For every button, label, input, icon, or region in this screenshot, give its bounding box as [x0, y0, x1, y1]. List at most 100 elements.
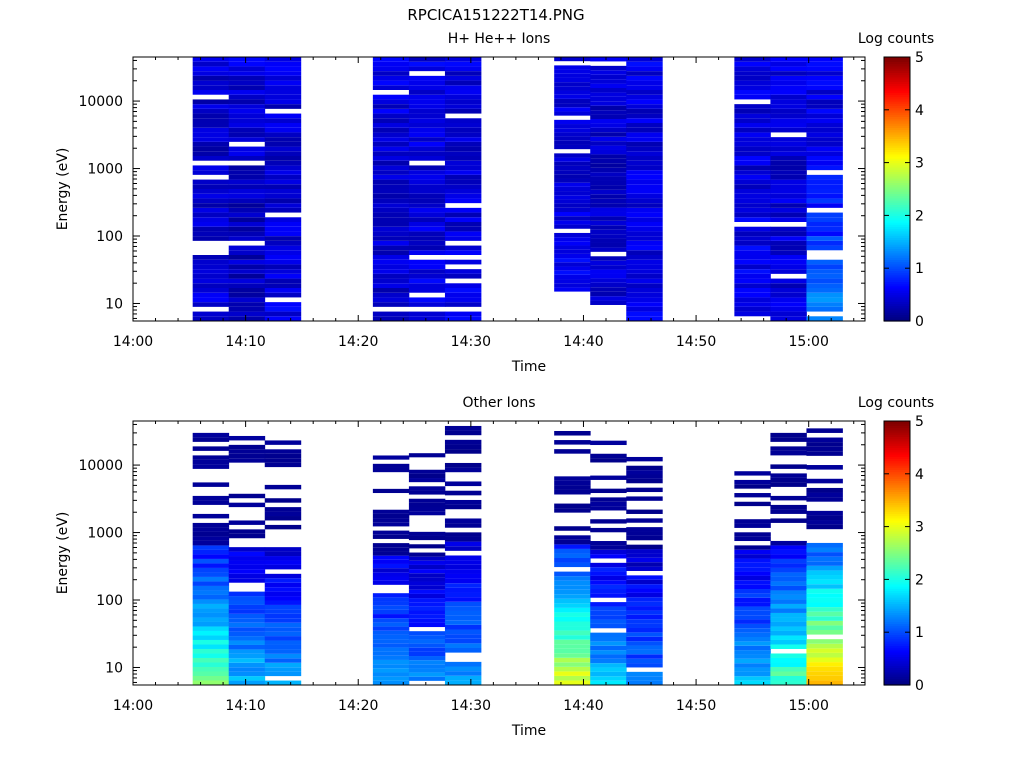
energy-bin — [590, 114, 627, 119]
colorbar-step — [884, 592, 910, 596]
energy-bin — [444, 573, 482, 579]
energy-bin — [408, 473, 446, 479]
energy-bin — [770, 599, 807, 604]
energy-bin — [806, 630, 843, 635]
energy-bin — [192, 581, 230, 586]
colorbar-step — [884, 440, 910, 444]
energy-bin — [408, 469, 446, 474]
energy-bin — [264, 449, 302, 454]
energy-bin — [228, 502, 266, 508]
energy-bin — [734, 137, 771, 142]
energy-bin — [590, 172, 627, 177]
energy-bin — [626, 245, 663, 251]
energy-bin — [590, 567, 627, 572]
energy-bin — [590, 265, 627, 270]
energy-bin — [806, 547, 843, 553]
energy-bin — [590, 101, 627, 106]
energy-bin — [228, 198, 266, 204]
energy-bin — [770, 608, 807, 613]
energy-bin — [408, 507, 446, 512]
energy-bin — [408, 104, 446, 109]
energy-bin — [626, 184, 663, 189]
energy-bin — [590, 278, 627, 283]
energy-bin — [408, 151, 446, 156]
energy-bin — [408, 278, 446, 284]
energy-bin — [626, 606, 663, 611]
energy-bin — [372, 311, 410, 317]
colorbar-step — [884, 568, 910, 572]
energy-bin — [408, 585, 446, 590]
energy-bin — [770, 572, 807, 577]
energy-bin — [590, 571, 627, 576]
energy-bin — [264, 179, 302, 185]
energy-bin — [590, 291, 627, 297]
energy-bin — [590, 198, 627, 204]
energy-bin — [408, 676, 446, 681]
colorbar-step — [884, 153, 910, 157]
energy-bin — [264, 573, 302, 579]
energy-bin — [192, 608, 230, 613]
energy-bin — [264, 484, 302, 490]
energy-bin — [444, 583, 482, 588]
colorbar-step — [884, 434, 910, 437]
energy-bin — [372, 113, 410, 119]
energy-bin — [228, 631, 266, 637]
energy-bin — [264, 90, 302, 95]
energy-bin — [408, 57, 446, 62]
energy-bin — [806, 579, 843, 585]
energy-bin — [264, 316, 302, 321]
energy-bin — [734, 160, 771, 166]
energy-bin — [372, 655, 410, 660]
energy-bin — [734, 610, 771, 616]
energy-bin — [228, 671, 266, 677]
energy-bin — [626, 544, 663, 550]
energy-bin — [806, 141, 843, 147]
energy-bin — [806, 552, 843, 557]
energy-bin — [590, 645, 627, 651]
energy-bin — [770, 231, 807, 237]
energy-bin — [192, 549, 230, 555]
colorbar-step — [884, 123, 910, 126]
panel-1: 14:00 14:10 14:20 14:30 14:40 14:50 15:0010100… — [55, 31, 934, 375]
energy-bin — [554, 503, 591, 509]
x-axis-label: Time — [511, 723, 546, 739]
colorbar-step — [884, 610, 910, 613]
energy-bin — [408, 316, 446, 321]
colorbar-step — [884, 255, 910, 258]
energy-bin — [554, 274, 591, 280]
energy-bin — [372, 668, 410, 673]
energy-bin — [192, 657, 230, 663]
energy-bin — [444, 250, 482, 255]
energy-bin — [626, 676, 663, 681]
energy-bin — [264, 283, 302, 288]
energy-bin — [372, 534, 410, 539]
energy-bin — [770, 207, 807, 213]
energy-bin — [734, 203, 771, 208]
energy-bin — [192, 99, 230, 105]
energy-bin — [590, 145, 627, 150]
energy-bin — [590, 158, 627, 164]
energy-bin — [806, 85, 843, 90]
energy-bin — [228, 591, 266, 597]
energy-bin — [626, 85, 663, 90]
energy-bin — [264, 288, 302, 293]
colorbar-step — [884, 81, 910, 84]
energy-bin — [626, 549, 663, 554]
energy-bin — [734, 151, 771, 156]
spectrogram-column — [372, 57, 410, 321]
colorbar-step — [884, 579, 910, 583]
energy-bin — [590, 287, 627, 292]
colorbar-step — [884, 493, 910, 497]
energy-bin — [590, 216, 627, 221]
energy-bin — [734, 278, 771, 284]
energy-bin — [264, 146, 302, 152]
energy-bin — [408, 198, 446, 204]
energy-bin — [734, 259, 771, 265]
energy-bin — [626, 311, 663, 317]
spectrogram-column — [554, 57, 591, 292]
energy-bin — [806, 675, 843, 681]
energy-bin — [590, 260, 627, 266]
colorbar-step — [884, 145, 910, 148]
energy-bin — [590, 506, 627, 511]
energy-bin — [408, 273, 446, 279]
